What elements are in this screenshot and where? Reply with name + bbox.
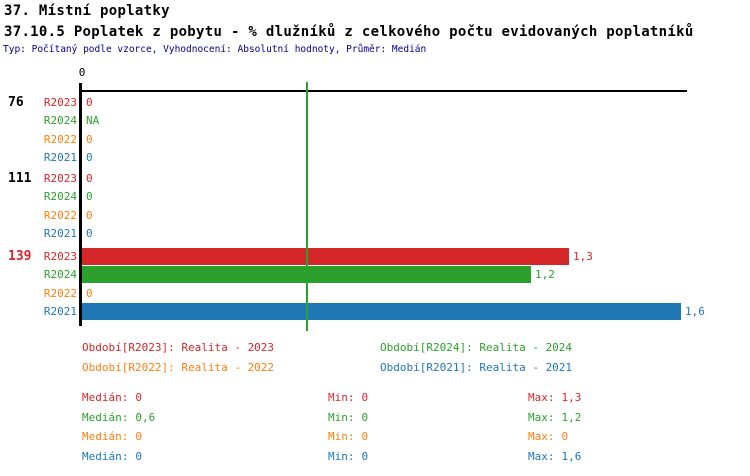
stat-value: 0 <box>561 430 569 443</box>
stat-label: Min: <box>328 450 355 463</box>
stat-value: 1,2 <box>561 411 582 424</box>
row-label-r2022: R2022 <box>43 133 77 146</box>
indicator-meta: Typ: Počítaný podle vzorce, Vyhodnocení:… <box>3 44 427 55</box>
row-value-label: 0 <box>86 96 93 109</box>
group-label-139: 139 <box>8 249 32 264</box>
stat-value: 1,6 <box>561 450 582 463</box>
row-label-r2021: R2021 <box>43 151 77 164</box>
row-value-label: 0 <box>86 190 93 203</box>
legend-item-r2022: Období[R2022]: Realita - 2022 <box>82 361 275 374</box>
bar-r2023 <box>82 248 569 265</box>
stat-label: Medián: <box>82 391 129 404</box>
stat-value: 0 <box>361 430 369 443</box>
bar-value-label: 1,3 <box>573 250 593 263</box>
stat-min-r2024: Min: 0 <box>328 411 368 425</box>
row-label-r2021: R2021 <box>43 227 77 240</box>
row-value-label: 0 <box>86 151 93 164</box>
row-value-label: 0 <box>86 172 93 185</box>
stat-median-r2024: Medián: 0,6 <box>82 411 155 425</box>
y-axis-line <box>79 83 82 326</box>
stat-label: Medián: <box>82 430 129 443</box>
stat-median-r2022: Medián: 0 <box>82 430 142 444</box>
x-axis-tick-label: 0 <box>78 66 86 79</box>
bar-value-label: 1,2 <box>535 268 555 281</box>
stat-max-r2021: Max: 1,6 <box>528 450 581 464</box>
stat-label: Medián: <box>82 411 129 424</box>
median-line <box>306 82 308 331</box>
stat-value: 0,6 <box>135 411 156 424</box>
row-label-r2024: R2024 <box>43 268 77 281</box>
bar-chart: 0 76 R2023 0 R2024 NA R2022 0 R2021 0 111 R2023 0 R20… <box>8 66 705 331</box>
stat-value: 0 <box>361 450 369 463</box>
x-axis-line <box>79 90 687 92</box>
row-value-label: 0 <box>86 209 93 222</box>
stat-label: Max: <box>528 411 555 424</box>
row-label-r2023: R2023 <box>43 250 77 263</box>
row-value-label: 0 <box>86 133 93 146</box>
stat-max-r2023: Max: 1,3 <box>528 391 581 405</box>
row-label-r2022: R2022 <box>43 209 77 222</box>
row-value-label: 0 <box>86 227 93 240</box>
stat-label: Max: <box>528 450 555 463</box>
row-label-r2022: R2022 <box>43 287 77 300</box>
row-value-label: 0 <box>86 287 93 300</box>
indicator-title: 37.10.5 Poplatek z pobytu - % dlužníků z… <box>4 24 694 40</box>
row-value-label: NA <box>86 114 100 127</box>
stat-min-r2021: Min: 0 <box>328 450 368 464</box>
stat-label: Min: <box>328 411 355 424</box>
row-label-r2021: R2021 <box>43 305 77 318</box>
stat-label: Min: <box>328 391 355 404</box>
stat-max-r2024: Max: 1,2 <box>528 411 581 425</box>
stat-value: 0 <box>361 411 369 424</box>
legend-item-r2021: Období[R2021]: Realita - 2021 <box>380 361 573 374</box>
row-label-r2024: R2024 <box>43 190 77 203</box>
stat-max-r2022: Max: 0 <box>528 430 568 444</box>
stat-value: 1,3 <box>561 391 582 404</box>
stat-value: 0 <box>135 391 142 404</box>
row-label-r2023: R2023 <box>43 96 77 109</box>
stat-min-r2023: Min: 0 <box>328 391 368 405</box>
stat-label: Max: <box>528 430 555 443</box>
stat-value: 0 <box>135 450 142 463</box>
group-label-111: 111 <box>8 171 32 186</box>
section-title: 37. Místní poplatky <box>4 3 170 19</box>
legend-item-r2024: Období[R2024]: Realita - 2024 <box>380 341 573 354</box>
stat-label: Min: <box>328 430 355 443</box>
stat-median-r2021: Medián: 0 <box>82 450 142 464</box>
stat-median-r2023: Medián: 0 <box>82 391 142 405</box>
row-label-r2024: R2024 <box>43 114 77 127</box>
legend-item-r2023: Období[R2023]: Realita - 2023 <box>82 341 275 354</box>
row-label-r2023: R2023 <box>43 172 77 185</box>
stat-label: Max: <box>528 391 555 404</box>
stat-min-r2022: Min: 0 <box>328 430 368 444</box>
group-label-76: 76 <box>8 95 24 110</box>
stat-value: 0 <box>361 391 369 404</box>
stat-label: Medián: <box>82 450 129 463</box>
bar-value-label: 1,6 <box>685 305 705 318</box>
stat-value: 0 <box>135 430 142 443</box>
bar-r2021 <box>82 303 681 320</box>
